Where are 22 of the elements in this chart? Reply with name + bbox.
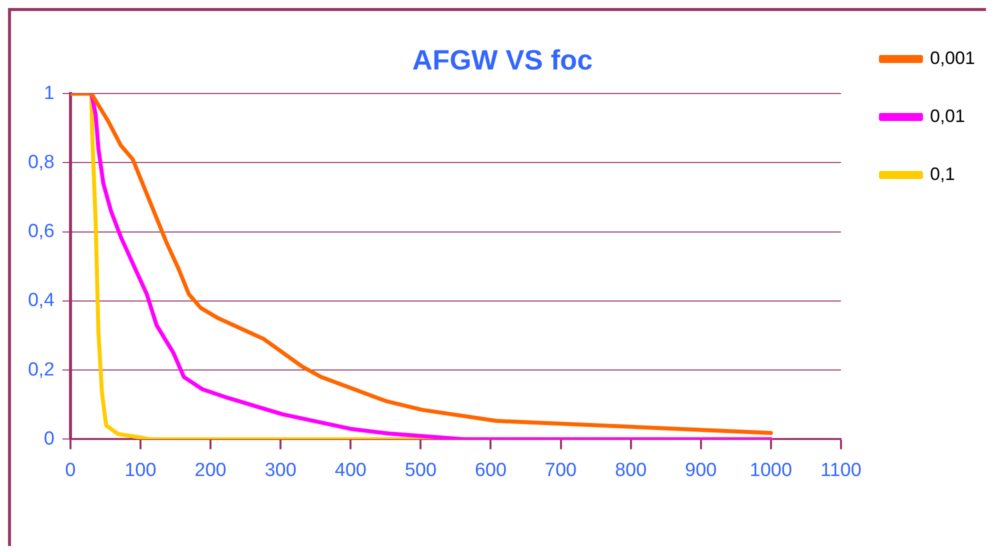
y-tick-label: 0,6 (28, 221, 54, 242)
x-tick-label: 800 (614, 460, 647, 481)
chart-title: AFGW VS foc (412, 44, 593, 76)
y-tick-label: 0,2 (28, 359, 54, 380)
x-tick-label: 300 (264, 460, 296, 481)
x-tick-label: 0 (65, 460, 76, 481)
y-tick-label: 0,8 (28, 152, 54, 173)
x-tick-label: 500 (404, 460, 437, 481)
x-tick-label: 200 (194, 460, 226, 481)
x-tick-label: 1100 (820, 460, 862, 481)
legend-label: 0,001 (930, 48, 976, 68)
y-tick-label: 0,4 (28, 290, 55, 312)
y-tick-label: 1 (44, 82, 54, 104)
x-tick-label: 1000 (750, 460, 792, 481)
x-tick-label: 100 (124, 460, 156, 481)
x-tick-label: 600 (474, 460, 507, 481)
x-tick-label: 700 (544, 460, 577, 481)
legend-label: 0,01 (930, 106, 966, 126)
y-tick-label: 0 (44, 428, 54, 450)
legend-label: 0,1 (930, 164, 955, 184)
x-tick-label: 900 (685, 460, 717, 481)
x-tick-label: 400 (334, 460, 366, 481)
